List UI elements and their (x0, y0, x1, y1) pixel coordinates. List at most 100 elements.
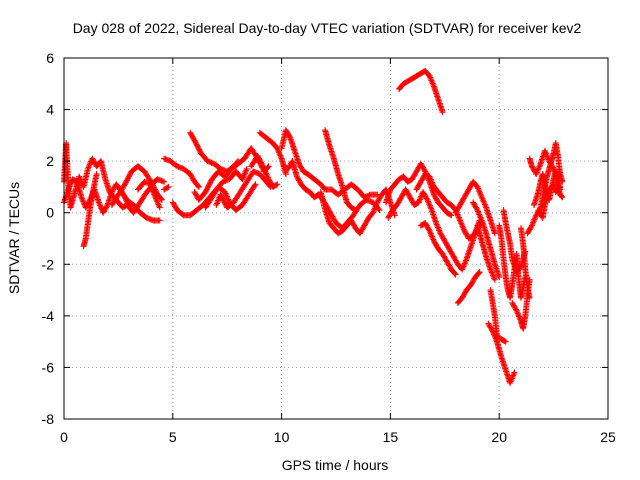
data-point (351, 206, 358, 213)
data-point (511, 369, 518, 376)
data-point (122, 180, 129, 187)
data-point (124, 176, 131, 183)
data-point (164, 184, 171, 191)
data-point (190, 136, 197, 143)
data-point (156, 204, 163, 211)
data-point (203, 186, 210, 193)
data-point (274, 181, 281, 188)
data-point (257, 159, 264, 166)
data-point (206, 181, 213, 188)
data-point (421, 167, 428, 174)
data-point (256, 156, 263, 163)
data-point (220, 196, 227, 203)
data-point (549, 164, 556, 171)
y-tick-label: -8 (42, 411, 55, 427)
data-point (259, 162, 266, 169)
data-point (125, 174, 132, 181)
axis-ticks (63, 57, 609, 420)
data-point (207, 180, 214, 187)
data-point (439, 109, 446, 116)
data-point (556, 184, 563, 191)
x-tick-label: 0 (60, 429, 68, 445)
data-point (447, 211, 454, 218)
x-tick-label: 10 (274, 429, 290, 445)
data-point (123, 178, 130, 185)
data-point (217, 191, 224, 198)
y-tick-label: 4 (46, 102, 54, 118)
y-tick-label: 0 (46, 205, 54, 221)
data-point (195, 182, 202, 189)
y-tick-label: 2 (46, 153, 54, 169)
data-point (192, 138, 199, 145)
data-point (448, 212, 455, 219)
data-point (258, 160, 265, 167)
data-point (473, 205, 480, 212)
data-point (243, 165, 250, 172)
data-point (121, 181, 128, 188)
data-point (220, 198, 227, 205)
data-point (196, 147, 203, 154)
data-point (265, 163, 272, 170)
x-tick-label: 20 (491, 429, 507, 445)
data-point (219, 195, 226, 202)
data-point (255, 155, 262, 162)
data-point (123, 177, 130, 184)
data-point (501, 337, 508, 344)
data-point (257, 158, 264, 165)
data-point (195, 145, 202, 152)
data-point (286, 133, 293, 140)
data-point (194, 143, 201, 150)
data-point (528, 223, 535, 230)
data-point (352, 207, 359, 214)
data-point (376, 207, 383, 214)
data-point (558, 193, 565, 200)
y-axis-label: SDTVAR / TECUs (6, 182, 22, 294)
data-point (512, 306, 519, 313)
data-point (158, 195, 165, 202)
data-point (205, 182, 212, 189)
data-point (205, 183, 212, 190)
chart-title: Day 028 of 2022, Sidereal Day-to-day VTE… (73, 20, 582, 36)
data-point (221, 199, 228, 206)
data-point (103, 203, 110, 210)
x-tick-label: 25 (600, 429, 616, 445)
data-point (423, 195, 430, 202)
y-tick-labels: -8 -6 -4 -2 0 2 4 6 (42, 50, 55, 427)
y-tick-label: 6 (46, 50, 54, 66)
data-point (204, 185, 211, 192)
data-point (218, 194, 225, 201)
data-point (491, 276, 498, 283)
data-point (127, 171, 134, 178)
data-point (191, 137, 198, 144)
data-point (452, 271, 459, 278)
data-point (375, 206, 382, 213)
data-point (491, 230, 498, 237)
data-point (194, 142, 201, 149)
data-point (526, 294, 533, 301)
y-tick-label: -6 (42, 359, 55, 375)
data-points (61, 67, 566, 386)
data-point (165, 183, 172, 190)
data-point (93, 171, 100, 178)
x-tick-label: 5 (169, 429, 177, 445)
data-point (161, 178, 168, 185)
data-point (193, 141, 200, 148)
grid (64, 58, 608, 419)
data-point (475, 270, 482, 277)
data-point (502, 338, 509, 345)
data-point (476, 269, 483, 276)
data-point (391, 212, 398, 219)
data-point (259, 163, 266, 170)
data-point (252, 181, 259, 188)
x-axis-label: GPS time / hours (282, 457, 389, 473)
data-point (273, 181, 280, 188)
data-point (254, 152, 261, 159)
y-tick-label: -4 (42, 308, 55, 324)
data-point (496, 274, 503, 281)
data-point (156, 217, 163, 224)
data-point (218, 192, 225, 199)
data-point (126, 172, 133, 179)
data-point (255, 154, 262, 161)
data-point (195, 183, 202, 190)
